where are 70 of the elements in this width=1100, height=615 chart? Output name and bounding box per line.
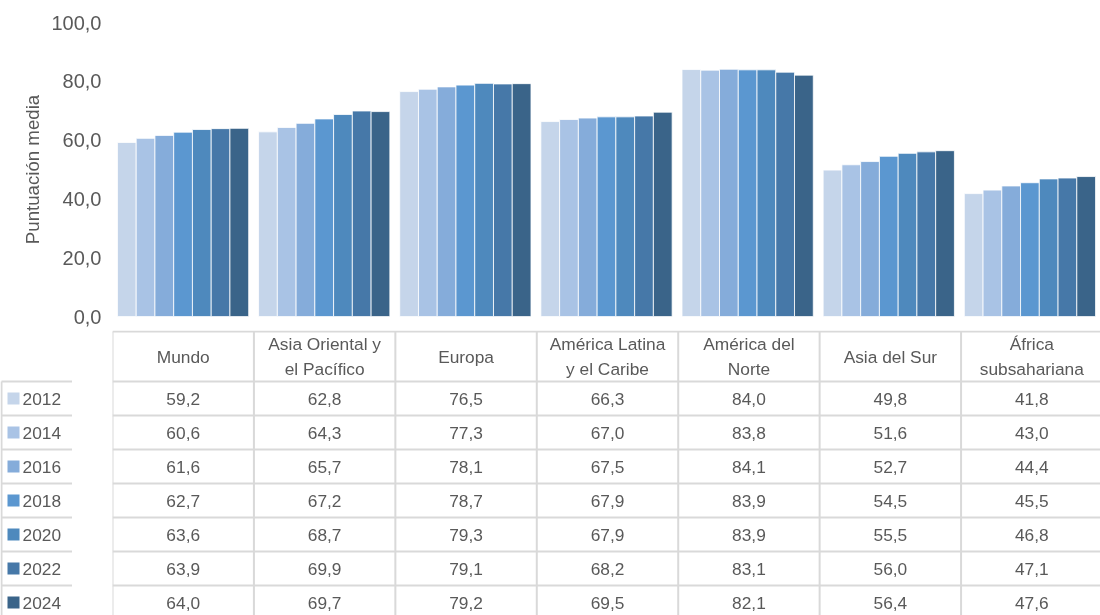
y-axis-title: Puntuación media	[22, 94, 44, 245]
x-tick-label: Asia Oriental y el Pacífico	[268, 334, 382, 379]
data-label: 78,1	[449, 456, 483, 477]
data-label: 54,5	[873, 490, 908, 511]
data-label: 62,8	[307, 388, 342, 409]
data-label: 56,0	[873, 558, 908, 579]
legend-label: 2016	[22, 456, 62, 477]
y-tick-label: 0,0	[73, 305, 102, 328]
y-tick-label: 20,0	[62, 246, 102, 269]
data-label: 46,8	[1014, 524, 1049, 545]
data-label: 64,3	[307, 422, 342, 443]
data-label: 45,5	[1014, 490, 1049, 511]
data-label: 65,7	[307, 456, 342, 477]
legend-label: 2024	[22, 592, 62, 613]
data-label: 66,3	[590, 388, 625, 409]
data-label: 64,0	[166, 592, 201, 613]
data-label: 78,7	[449, 490, 483, 511]
data-label: 67,0	[590, 422, 625, 443]
legend-label: 2014	[22, 422, 62, 443]
data-label: 51,6	[873, 422, 908, 443]
data-label: 79,3	[449, 524, 483, 545]
data-label: 47,6	[1014, 592, 1049, 613]
y-tick-label: 100,0	[51, 11, 102, 34]
data-label: 83,1	[732, 558, 766, 579]
data-label: 68,2	[590, 558, 625, 579]
data-label: 77,3	[449, 422, 483, 443]
y-tick-label: 40,0	[62, 187, 102, 210]
data-label: 83,8	[732, 422, 766, 443]
data-label: 62,7	[166, 490, 201, 511]
data-label: 67,9	[590, 524, 625, 545]
data-label: 63,9	[166, 558, 201, 579]
data-label: 41,8	[1014, 388, 1049, 409]
data-label: 82,1	[732, 592, 766, 613]
x-tick-label: América Latina y el Caribe	[549, 334, 666, 379]
data-label: 69,9	[307, 558, 342, 579]
data-label: 47,1	[1014, 558, 1049, 579]
data-label: 84,1	[732, 456, 766, 477]
data-label: 59,2	[166, 388, 201, 409]
legend-label: 2012	[22, 388, 62, 409]
legend-label: 2018	[22, 490, 62, 511]
data-label: 79,1	[449, 558, 483, 579]
y-tick-label: 80,0	[62, 70, 102, 93]
data-label: 69,5	[590, 592, 625, 613]
legend-label: 2020	[22, 524, 62, 545]
data-label: 76,5	[449, 388, 483, 409]
data-label: 79,2	[449, 592, 483, 613]
data-label: 68,7	[307, 524, 342, 545]
data-label: 43,0	[1014, 422, 1049, 443]
x-tick-label: América del Norte	[703, 334, 795, 379]
data-label: 49,8	[873, 388, 908, 409]
data-label: 55,5	[873, 524, 908, 545]
data-label: 83,9	[732, 524, 766, 545]
data-label: 63,6	[166, 524, 201, 545]
x-tick-label: África subsahariana	[979, 334, 1085, 379]
data-label: 56,4	[873, 592, 908, 613]
data-label: 67,9	[590, 490, 625, 511]
data-label: 84,0	[732, 388, 766, 409]
data-label: 69,7	[307, 592, 342, 613]
data-label: 61,6	[166, 456, 201, 477]
x-tick-label: Asia del Sur	[843, 346, 938, 367]
x-tick-label: Europa	[438, 346, 495, 367]
data-label: 44,4	[1014, 456, 1050, 477]
data-label: 67,5	[590, 456, 625, 477]
legend-label: 2022	[22, 558, 62, 579]
x-tick-label: Mundo	[156, 346, 210, 367]
data-label: 83,9	[732, 490, 766, 511]
data-label: 60,6	[166, 422, 201, 443]
y-tick-label: 60,0	[62, 129, 102, 152]
data-label: 67,2	[307, 490, 342, 511]
data-label: 52,7	[873, 456, 908, 477]
